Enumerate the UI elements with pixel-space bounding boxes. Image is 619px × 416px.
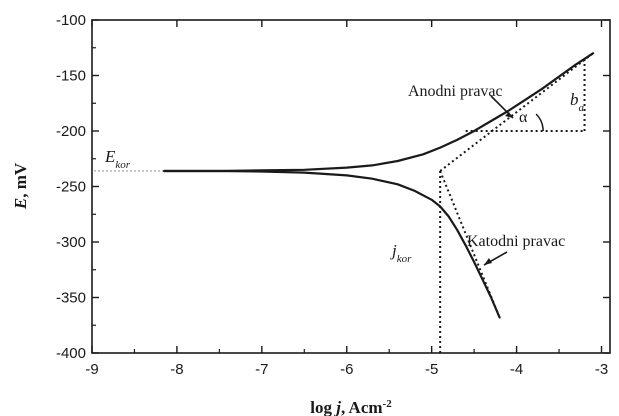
axis-ticks: -9 -8 -7 -6 -5 -4 -3 -100 -150 -200 -250 -300 -350 -4… (56, 12, 610, 378)
katodni-arrow-head (484, 258, 492, 265)
alpha-arc (535, 113, 544, 132)
y-axis-label: E, mV (11, 162, 30, 210)
x-tick-label: -6 (340, 361, 353, 378)
series-line-cathodic (163, 169, 501, 319)
alpha-label: α (519, 109, 528, 126)
x-axis-label: log j, Acm-2 (310, 398, 392, 416)
e-kor-label: Ekor (104, 147, 131, 171)
j-kor-label: jkor (390, 241, 412, 265)
x-tick-label: -5 (425, 361, 438, 378)
y-tick-label: -250 (56, 179, 86, 196)
tangent-anodic (439, 52, 594, 172)
y-tick-label: -150 (56, 68, 86, 85)
katodni-pravac-label: Katodni pravac (467, 233, 565, 250)
x-tick-label: -8 (170, 361, 183, 378)
x-tick-label: -9 (85, 361, 98, 378)
x-tick-label: -3 (595, 361, 608, 378)
y-tick-label: -300 (56, 234, 86, 251)
y-tick-label: -400 (56, 345, 86, 362)
series-line-anodic (163, 52, 595, 173)
annotations: Ekor jkor ba Anodni pravac Katodni pravac α (104, 83, 585, 266)
series-group (163, 52, 595, 319)
plot-frame (91, 19, 611, 354)
y-tick-label: -200 (56, 123, 86, 140)
y-tick-label: -350 (56, 290, 86, 307)
b-a-label: ba (570, 90, 585, 114)
anodni-arrow-head (505, 112, 513, 118)
y-tick-label: -100 (56, 12, 86, 29)
guide-lines (94, 52, 594, 353)
x-tick-label: -4 (510, 361, 523, 378)
x-tick-label: -7 (255, 361, 268, 378)
anodni-pravac-label: Anodni pravac (408, 83, 503, 100)
